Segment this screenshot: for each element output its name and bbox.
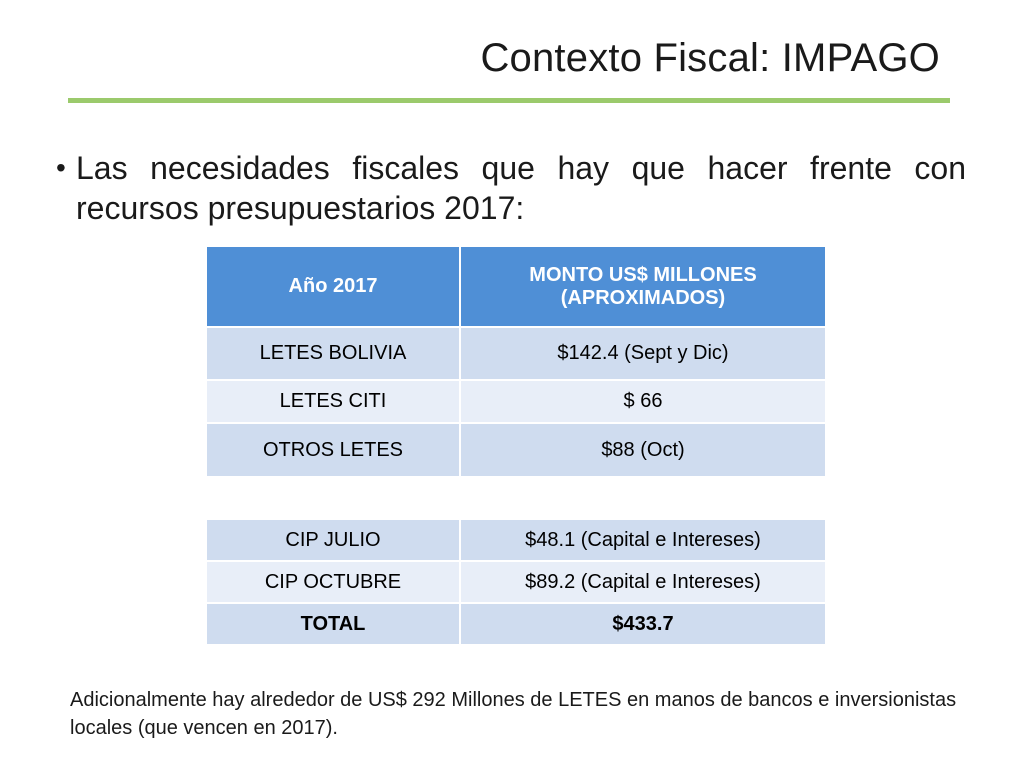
row-value: $89.2 (Capital e Intereses)	[461, 562, 825, 602]
table-row: OTROS LETES $88 (Oct)	[207, 424, 825, 476]
header-year: Año 2017	[207, 247, 459, 326]
table-row: CIP OCTUBRE $89.2 (Capital e Intereses)	[207, 562, 825, 602]
row-value: $48.1 (Capital e Intereses)	[461, 520, 825, 560]
table-row: LETES BOLIVIA $142.4 (Sept y Dic)	[207, 328, 825, 379]
row-label: LETES BOLIVIA	[207, 328, 459, 379]
slide-title: Contexto Fiscal: IMPAGO	[480, 36, 940, 80]
header-amount: MONTO US$ MILLONES (APROXIMADOS)	[461, 247, 825, 326]
bullet-dot-icon: •	[56, 152, 66, 183]
letes-table: Año 2017 MONTO US$ MILLONES (APROXIMADOS…	[205, 245, 827, 478]
row-value: $ 66	[461, 381, 825, 422]
row-value: $142.4 (Sept y Dic)	[461, 328, 825, 379]
footnote-text: Adicionalmente hay alrededor de US$ 292 …	[70, 689, 957, 739]
row-label: CIP OCTUBRE	[207, 562, 459, 602]
table-row: CIP JULIO $48.1 (Capital e Intereses)	[207, 520, 825, 560]
row-label: OTROS LETES	[207, 424, 459, 476]
title-underline	[68, 98, 950, 103]
total-row: TOTAL $433.7	[207, 604, 825, 644]
row-label: CIP JULIO	[207, 520, 459, 560]
total-label: TOTAL	[207, 604, 459, 644]
row-value: $88 (Oct)	[461, 424, 825, 476]
table-header-row: Año 2017 MONTO US$ MILLONES (APROXIMADOS…	[207, 247, 825, 326]
bullet-item: • Las necesidades fiscales que hay que h…	[56, 148, 966, 228]
cip-table: CIP JULIO $48.1 (Capital e Intereses) CI…	[205, 518, 827, 646]
total-value: $433.7	[461, 604, 825, 644]
row-label: LETES CITI	[207, 381, 459, 422]
table-row: LETES CITI $ 66	[207, 381, 825, 422]
bullet-text: Las necesidades fiscales que hay que hac…	[76, 150, 966, 226]
